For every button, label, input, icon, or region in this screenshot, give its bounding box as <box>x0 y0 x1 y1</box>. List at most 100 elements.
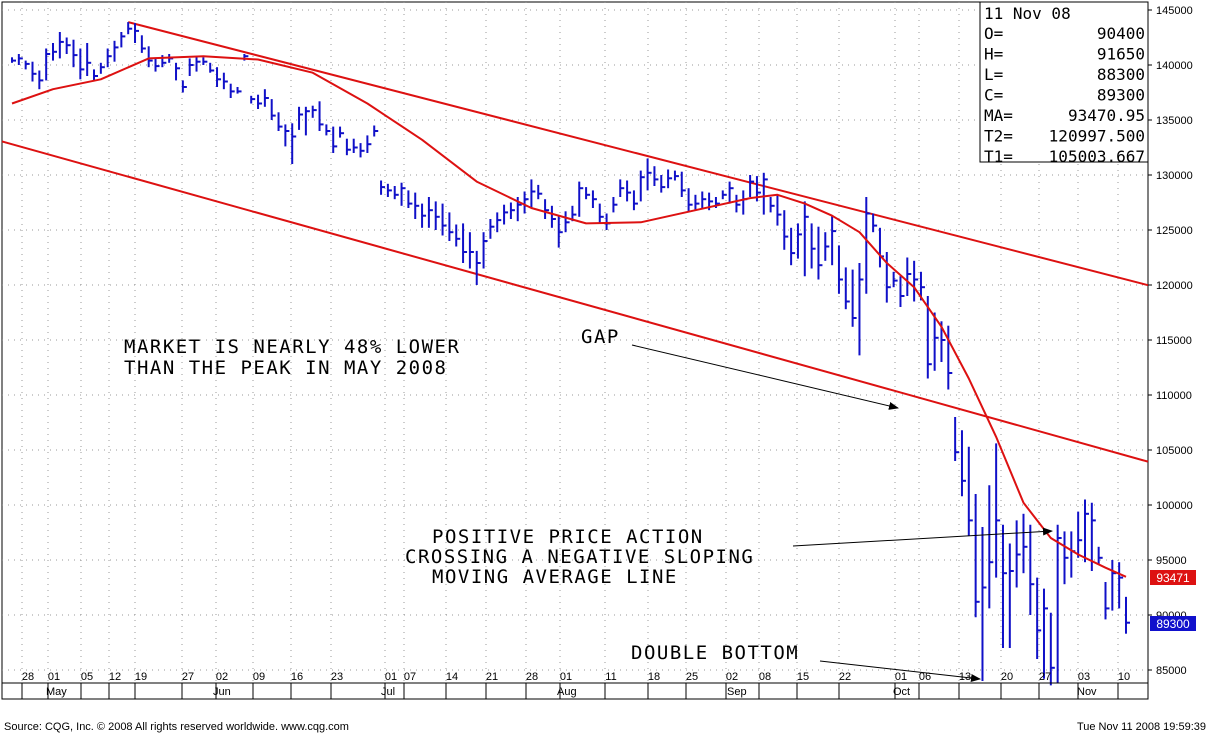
x-date-label: 01 <box>48 671 60 683</box>
price-bar <box>933 312 939 371</box>
price-bar <box>373 125 379 137</box>
price-bar <box>1001 524 1007 648</box>
y-tick-label: 115000 <box>1156 335 1192 347</box>
price-bar <box>872 213 878 233</box>
price-bar <box>1029 524 1035 615</box>
price-bar <box>899 276 905 307</box>
price-bar <box>120 32 126 48</box>
y-tick-label: 140000 <box>1156 60 1193 72</box>
x-month-label: Jun <box>213 686 231 698</box>
price-bar <box>523 191 529 214</box>
price-bar <box>140 35 146 53</box>
x-date-label: 01 <box>560 671 572 683</box>
price-bar <box>954 417 960 461</box>
close-price-tag: 89300 <box>1150 616 1196 631</box>
price-bar <box>851 269 857 327</box>
y-tick-label: 95000 <box>1156 555 1187 567</box>
x-date-label: 28 <box>22 671 34 683</box>
price-bar <box>831 215 837 266</box>
x-date-label: 08 <box>759 671 771 683</box>
price-bar <box>796 223 802 259</box>
price-bar <box>591 190 597 208</box>
x-date-label: 09 <box>253 671 265 683</box>
price-bars <box>11 22 1130 686</box>
price-bar <box>544 199 550 219</box>
price-bar <box>489 219 495 239</box>
price-bar <box>154 58 160 72</box>
price-bar <box>1118 562 1124 609</box>
price-bar <box>462 223 468 263</box>
annotation-market-line1: MARKET IS NEARLY 48% LOWER <box>124 336 460 358</box>
price-bar <box>947 325 953 390</box>
double-bottom-arrow <box>819 660 981 682</box>
annotation-market-drop: MARKET IS NEARLY 48% LOWER THAN THE PEAK… <box>124 336 460 379</box>
price-bar <box>974 494 980 618</box>
y-tick-label: 120000 <box>1156 280 1193 292</box>
annotation-market-line2: THAN THE PEAK IN MAY 2008 <box>124 357 447 379</box>
price-bar <box>345 138 351 156</box>
x-date-label: 27 <box>182 671 194 683</box>
x-date-label: 15 <box>797 671 809 683</box>
price-bar <box>1008 543 1014 648</box>
price-bar <box>195 56 201 72</box>
price-bar <box>550 205 556 228</box>
info-value: 105003.667 <box>1049 147 1145 166</box>
y-axis: 8500090000950001000001050001100001150001… <box>1148 5 1193 677</box>
x-date-label: 27 <box>1039 671 1051 683</box>
x-date-label: 03 <box>1078 671 1090 683</box>
price-bar <box>99 62 105 74</box>
info-value: 88300 <box>1097 65 1145 84</box>
price-bar <box>817 226 823 280</box>
footer-source: Source: CQG, Inc. © 2008 All rights rese… <box>4 721 349 733</box>
price-bar <box>865 197 871 294</box>
price-bar <box>632 190 638 211</box>
price-bar <box>175 62 181 81</box>
price-bar <box>427 197 433 228</box>
price-bar <box>687 188 693 213</box>
annotation-positive-action: POSITIVE PRICE ACTION CROSSING A NEGATIV… <box>405 526 753 588</box>
annotation-double-bottom: DOUBLE BOTTOM <box>631 642 799 664</box>
price-bar <box>222 72 228 90</box>
x-date-label: 22 <box>839 671 851 683</box>
info-date: 11 Nov 08 <box>984 4 1071 23</box>
price-bar <box>311 105 317 118</box>
positive-action-arrow <box>792 527 1053 547</box>
price-bar <box>407 190 413 208</box>
x-date-label: 16 <box>291 671 303 683</box>
price-bar <box>1056 524 1062 684</box>
price-bar <box>202 57 208 65</box>
price-bar <box>332 126 338 153</box>
price-bar <box>701 191 707 208</box>
price-bar <box>721 190 727 200</box>
gap-arrow <box>631 344 899 410</box>
price-bar <box>1015 520 1021 588</box>
price-bar <box>1036 577 1042 659</box>
price-bar <box>769 197 775 213</box>
price-bar <box>981 527 987 681</box>
price-bar <box>52 43 58 61</box>
x-date-label: 12 <box>109 671 121 683</box>
price-bar <box>93 69 99 81</box>
x-date-label: 20 <box>1001 671 1013 683</box>
price-bar <box>270 99 276 120</box>
price-bar <box>660 175 666 193</box>
x-date-label: 07 <box>404 671 416 683</box>
price-bar <box>421 203 427 228</box>
price-bar <box>1083 499 1089 563</box>
price-bar <box>762 172 768 215</box>
price-bar <box>475 250 481 285</box>
price-bar <box>72 39 78 68</box>
price-bar <box>1077 511 1083 558</box>
price-bar <box>790 227 796 266</box>
x-date-label: 10 <box>1118 671 1130 683</box>
x-month-label: May <box>46 686 67 698</box>
price-bar <box>1042 588 1048 679</box>
info-label: O= <box>984 24 1003 43</box>
price-bar <box>694 194 700 211</box>
price-bar <box>537 184 543 200</box>
price-bar <box>441 203 447 236</box>
annotation-positive-line1: POSITIVE PRICE ACTION <box>432 526 704 548</box>
price-bar <box>837 245 843 294</box>
price-bar <box>776 194 782 226</box>
price-bar <box>434 201 440 230</box>
